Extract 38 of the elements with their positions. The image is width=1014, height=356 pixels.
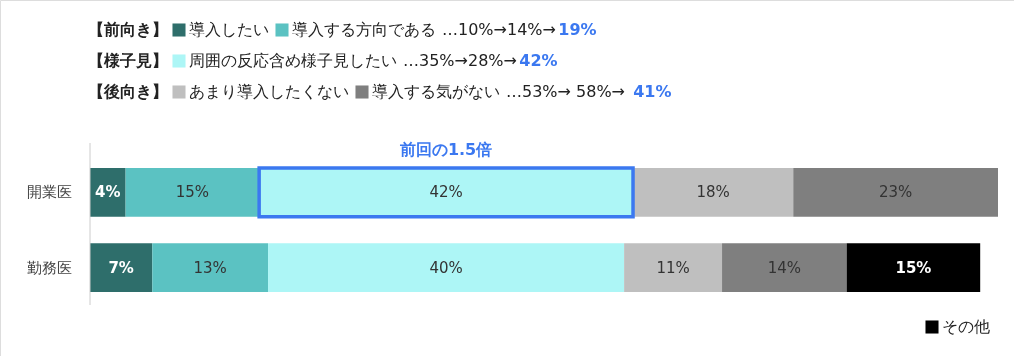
bar xyxy=(152,243,269,292)
data-label: 15% xyxy=(895,258,932,277)
text: 【後向き】 xyxy=(88,82,168,101)
legend-label: 導入する方向である xyxy=(292,20,436,39)
data-label: 18% xyxy=(696,183,730,202)
annotation: 前回の1.5倍 xyxy=(398,140,493,160)
y-tick-label: 開業医 xyxy=(27,183,72,202)
data-label: 14% xyxy=(767,258,802,277)
legend-label: その他 xyxy=(942,317,990,336)
data-label: 11% xyxy=(656,258,690,277)
data-label: 23% xyxy=(878,183,913,202)
bar xyxy=(125,168,260,217)
data-label: 40% xyxy=(429,258,463,277)
text: …35%→28%→ xyxy=(403,51,517,70)
legend-label: 導入する気がない xyxy=(372,82,500,101)
text: 19% xyxy=(558,20,597,39)
bar xyxy=(846,243,981,292)
data-label: 42% xyxy=(429,183,463,202)
legend-label: あまり導入したくない xyxy=(189,82,349,101)
bar xyxy=(633,168,794,217)
text: …53%→ 58%→ xyxy=(506,82,626,101)
bar xyxy=(722,243,847,292)
data-label: 7% xyxy=(108,258,134,277)
bar xyxy=(90,243,153,292)
y-tick-label: 勤務医 xyxy=(27,258,72,277)
text: 42% xyxy=(519,51,558,70)
data-label: 15% xyxy=(175,183,210,202)
bar xyxy=(268,243,625,292)
data-label: 13% xyxy=(193,258,227,277)
text: …10%→14%→ xyxy=(442,20,556,39)
text: 41% xyxy=(633,82,672,101)
legend-label: 導入したい xyxy=(189,20,269,39)
text: 【様子見】 xyxy=(88,51,168,70)
data-label: 4% xyxy=(95,183,121,202)
bar xyxy=(793,168,998,217)
text: 【前向き】 xyxy=(88,20,168,39)
legend-label: 周囲の反応含め様子見したい xyxy=(189,51,397,70)
bar xyxy=(624,243,723,292)
